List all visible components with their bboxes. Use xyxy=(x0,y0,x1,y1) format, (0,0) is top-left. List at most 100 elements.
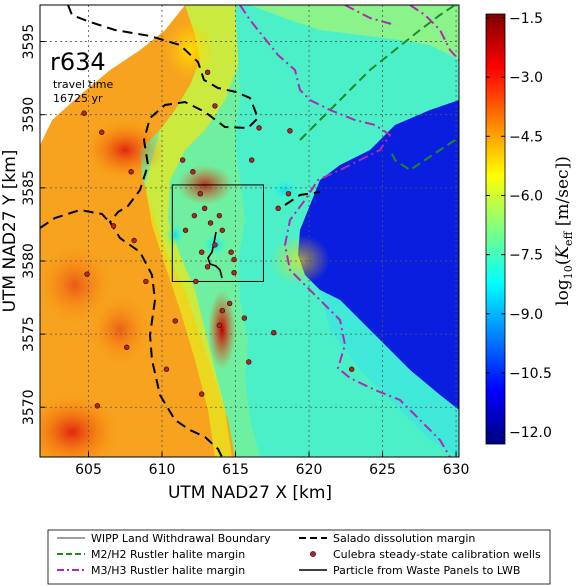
x-axis-title: UTM NAD27 X [km] xyxy=(168,483,332,503)
wipp-land-withdrawal-boundary xyxy=(171,184,264,282)
calibration-well-0 xyxy=(81,110,87,116)
x-tick-label: 615 xyxy=(222,462,249,478)
y-tick-label: 3585 xyxy=(21,170,37,206)
y-tick-label: 3595 xyxy=(21,24,37,60)
calibration-well-17 xyxy=(219,227,226,233)
calibration-well-13 xyxy=(201,205,208,212)
calibration-well-9 xyxy=(172,318,178,324)
hot-spot-southmid xyxy=(90,295,150,365)
calibration-well-7 xyxy=(124,344,130,350)
colorbar-tick-label: −4.5 xyxy=(509,129,543,145)
calibration-well-25 xyxy=(226,300,233,307)
x-tick-label: 630 xyxy=(443,462,470,478)
legend-label: Salado dissolution margin xyxy=(333,532,475,545)
northeast-patch xyxy=(250,5,459,60)
calibration-well-32 xyxy=(256,125,262,131)
calibration-well-14 xyxy=(191,212,198,219)
y-axis-title: UTM NAD27 Y [km] xyxy=(0,150,20,313)
hot-spot-midwest xyxy=(40,245,113,325)
y-tick-label: 3590 xyxy=(21,97,37,133)
yellow-band xyxy=(145,5,240,457)
legend-label: WIPP Land Withdrawal Boundary xyxy=(91,532,271,545)
calibration-well-36 xyxy=(199,391,205,397)
y-axis-ticks: 3570 3575 3580 3585 3590 3595 xyxy=(21,24,45,425)
salado-dissolution-margin-2 xyxy=(40,208,113,229)
calibration-well-16 xyxy=(216,212,223,219)
legend: WIPP Land Withdrawal Boundary Salado diss… xyxy=(47,529,551,585)
travel-time-value: 16725 yr xyxy=(53,92,103,105)
calibration-well-35 xyxy=(204,69,211,75)
conductivity-field xyxy=(40,5,459,457)
y-tick-label: 3575 xyxy=(21,316,37,352)
legend-entry: WIPP Land Withdrawal Boundary xyxy=(57,532,271,545)
calibration-well-2 xyxy=(128,169,134,175)
legend-entry: M3/H3 Rustler halite margin xyxy=(57,564,245,577)
colorbar-tick-label: −3.0 xyxy=(509,70,543,86)
hot-spot-channel xyxy=(208,290,236,370)
yellow-spot-east xyxy=(270,235,330,285)
calibration-well-8 xyxy=(94,403,101,409)
salado-dissolution-margin xyxy=(67,5,260,457)
calibration-well-39 xyxy=(348,366,355,372)
x-axis-ticks: 605 610 615 620 625 630 xyxy=(75,452,469,478)
east-low-zone xyxy=(298,100,459,410)
calibration-well-29 xyxy=(271,329,277,336)
grid-lines xyxy=(40,5,459,457)
colorbar-tick-label: −9.0 xyxy=(509,307,543,323)
calibration-well-26 xyxy=(219,308,226,314)
colorbar: −1.5 −3.0 −4.5 −6.0 −7.5 −9.0 −10.5 −12.0 log10… xyxy=(485,11,575,445)
legend-entry: Particle from Waste Panels to LWB xyxy=(299,564,520,577)
colorbar-ticks: −1.5 −3.0 −4.5 −6.0 −7.5 −9.0 −10.5 −12.0 xyxy=(486,11,552,441)
legend-label: Particle from Waste Panels to LWB xyxy=(333,564,520,577)
calibration-well-27 xyxy=(216,322,223,329)
yellow-spot-north xyxy=(165,20,215,80)
y-tick-label: 3570 xyxy=(21,389,37,425)
calibration-well-38 xyxy=(246,359,252,365)
calibration-well-33 xyxy=(287,128,293,134)
calibration-well-3 xyxy=(131,237,137,244)
calibration-well-22 xyxy=(204,264,211,270)
calibration-well-15 xyxy=(207,220,214,226)
calibration-well-31 xyxy=(275,205,281,212)
m3h3-rustler-halite-margin-2 xyxy=(344,5,459,61)
calibration-well-24 xyxy=(231,269,237,276)
calibration-well-12 xyxy=(197,190,203,197)
colorbar-gradient xyxy=(485,13,506,445)
legend-entry: Salado dissolution margin xyxy=(299,532,475,545)
legend-marker xyxy=(310,551,316,557)
travel-time-label: travel time xyxy=(53,78,113,91)
colorbar-tick-label: −7.5 xyxy=(509,248,543,264)
cyan-spot-east xyxy=(269,178,301,202)
legend-entry: Culebra steady-state calibration wells xyxy=(310,548,541,561)
colorbar-tick-label: −12.0 xyxy=(509,425,552,441)
calibration-well-5 xyxy=(84,271,90,277)
cyan-spot-west xyxy=(165,223,185,247)
colorbar-title: log10(Keff [m/sec]) xyxy=(553,156,575,306)
calibration-well-19 xyxy=(228,249,234,255)
hot-spot-southwest xyxy=(40,394,120,457)
calibration-well-23 xyxy=(193,278,199,285)
legend-entry: M2/H2 Rustler halite margin xyxy=(57,548,245,561)
colorbar-tick-label: −10.5 xyxy=(509,366,552,382)
colorbar-tick-label: −1.5 xyxy=(509,11,543,27)
m2h2-rustler-halite-margin xyxy=(299,5,456,172)
run-label: r634 xyxy=(50,48,106,76)
calibration-well-4 xyxy=(110,223,117,229)
southeast-band xyxy=(320,290,459,457)
calibration-well-21 xyxy=(199,249,205,255)
legend-label: Culebra steady-state calibration wells xyxy=(333,548,541,561)
plot-frame xyxy=(39,4,460,458)
calibration-well-41 xyxy=(182,227,189,233)
calibration-well-30 xyxy=(285,190,292,197)
x-tick-label: 625 xyxy=(369,462,396,478)
colorbar-tick-label: −6.0 xyxy=(509,188,543,204)
calibration-wells xyxy=(81,69,355,409)
hot-spot-west xyxy=(85,120,165,180)
calibration-well-34 xyxy=(212,103,218,109)
boundary-lines xyxy=(40,5,459,457)
calibration-well-40 xyxy=(249,157,255,163)
calibration-well-37 xyxy=(163,366,170,372)
y-tick-label: 3580 xyxy=(21,243,37,279)
calibration-well-18 xyxy=(212,242,218,248)
